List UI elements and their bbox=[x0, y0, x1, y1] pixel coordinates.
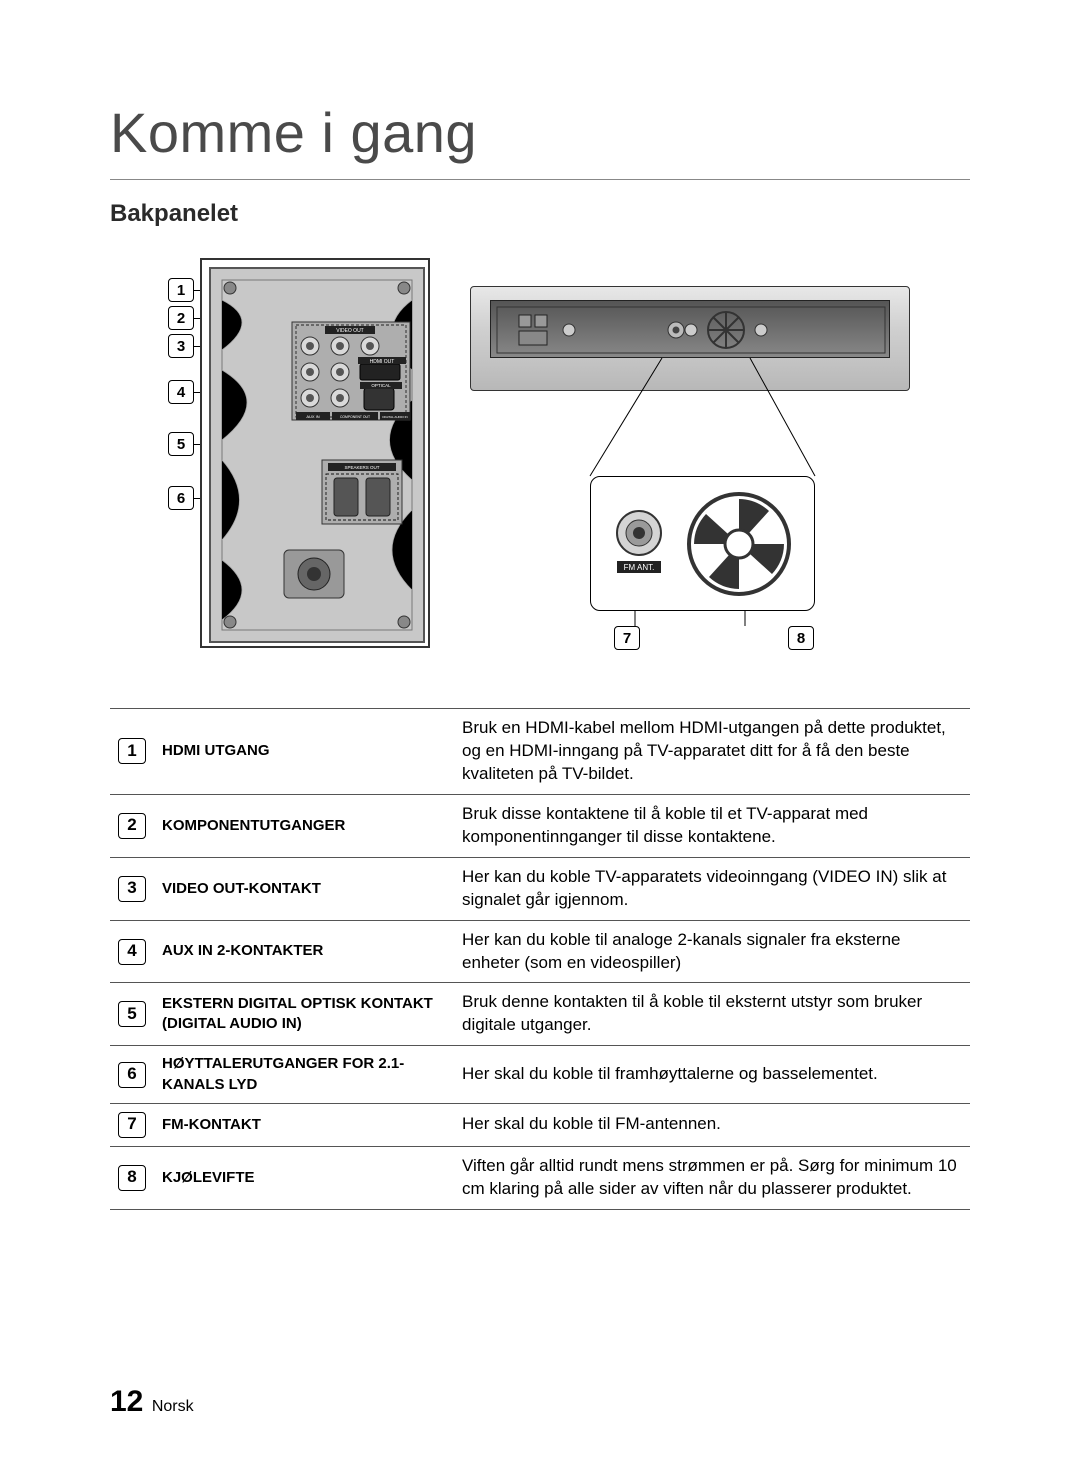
svg-text:FM ANT.: FM ANT. bbox=[624, 563, 655, 572]
device-overview: FM ANT. 7 8 bbox=[470, 258, 910, 658]
row-description: Her kan du koble til analoge 2-kanals si… bbox=[454, 920, 970, 983]
row-description: Bruk en HDMI-kabel mellom HDMI-utgangen … bbox=[454, 709, 970, 795]
row-number-cell: 8 bbox=[110, 1146, 154, 1209]
row-description: Her kan du koble TV-apparatets videoinng… bbox=[454, 857, 970, 920]
table-row: 5 EKSTERN DIGITAL OPTISK KONTAKT (DIGITAL… bbox=[110, 983, 970, 1046]
svg-text:DIGITAL AUDIO IN: DIGITAL AUDIO IN bbox=[382, 415, 407, 419]
table-row: 3 VIDEO OUT-KONTAKTHer kan du koble TV-ap… bbox=[110, 857, 970, 920]
row-number-badge: 8 bbox=[118, 1165, 146, 1191]
row-number-cell: 7 bbox=[110, 1103, 154, 1146]
row-name: VIDEO OUT-KONTAKT bbox=[154, 857, 454, 920]
row-number-badge: 7 bbox=[118, 1112, 146, 1138]
fan-detail-box: FM ANT. bbox=[590, 476, 815, 611]
callout-6: 6 bbox=[168, 486, 194, 510]
callout-7: 7 bbox=[614, 626, 640, 650]
row-number-cell: 5 bbox=[110, 983, 154, 1046]
callout-1: 1 bbox=[168, 278, 194, 302]
table-row: 8 KJØLEVIFTEViften går alltid rundt mens … bbox=[110, 1146, 970, 1209]
row-name: KJØLEVIFTE bbox=[154, 1146, 454, 1209]
page-number: 12 bbox=[110, 1385, 143, 1418]
table-row: 4 AUX IN 2-KONTAKTERHer kan du koble til … bbox=[110, 920, 970, 983]
row-description: Bruk denne kontakten til å koble til eks… bbox=[454, 983, 970, 1046]
fan-icon bbox=[684, 489, 794, 599]
row-number-cell: 6 bbox=[110, 1046, 154, 1104]
svg-text:VIDEO OUT: VIDEO OUT bbox=[336, 328, 364, 334]
rear-panel-illustration: VIDEO OUT HDMI OUT bbox=[200, 258, 430, 648]
fm-jack-icon: FM ANT. bbox=[611, 501, 667, 581]
row-description: Viften går alltid rundt mens strømmen er… bbox=[454, 1146, 970, 1209]
svg-text:COMPONENT OUT: COMPONENT OUT bbox=[340, 415, 370, 419]
section-heading: Bakpanelet bbox=[110, 200, 970, 228]
row-name: EKSTERN DIGITAL OPTISK KONTAKT (DIGITAL … bbox=[154, 983, 454, 1046]
title-divider bbox=[110, 179, 970, 180]
row-description: Her skal du koble til framhøyttalerne og… bbox=[454, 1046, 970, 1104]
row-number-cell: 3 bbox=[110, 857, 154, 920]
row-number-badge: 1 bbox=[118, 738, 146, 764]
device-rear-slot bbox=[490, 300, 890, 358]
svg-text:HDMI OUT: HDMI OUT bbox=[370, 359, 395, 365]
row-name: HØYTTALERUTGANGER FOR 2.1-KANALS LYD bbox=[154, 1046, 454, 1104]
callout-2: 2 bbox=[168, 306, 194, 330]
page-language: Norsk bbox=[152, 1398, 194, 1415]
row-number-badge: 5 bbox=[118, 1001, 146, 1027]
table-row: 1 HDMI UTGANGBruk en HDMI-kabel mellom HD… bbox=[110, 709, 970, 795]
table-row: 6 HØYTTALERUTGANGER FOR 2.1-KANALS LYDHer… bbox=[110, 1046, 970, 1104]
row-number-cell: 2 bbox=[110, 794, 154, 857]
row-number-cell: 4 bbox=[110, 920, 154, 983]
row-name: HDMI UTGANG bbox=[154, 709, 454, 795]
page-title: Komme i gang bbox=[110, 100, 970, 165]
svg-text:OPTICAL: OPTICAL bbox=[371, 383, 391, 388]
svg-text:SPEAKERS OUT: SPEAKERS OUT bbox=[344, 465, 379, 470]
svg-text:AUX IN: AUX IN bbox=[306, 414, 319, 419]
row-name: KOMPONENTUTGANGER bbox=[154, 794, 454, 857]
callout-3: 3 bbox=[168, 334, 194, 358]
row-number-badge: 3 bbox=[118, 876, 146, 902]
connector-table: 1 HDMI UTGANGBruk en HDMI-kabel mellom HD… bbox=[110, 708, 970, 1210]
diagram-area: 1 2 3 4 5 6 bbox=[110, 258, 970, 658]
row-description: Her skal du koble til FM-antennen. bbox=[454, 1103, 970, 1146]
callout-5: 5 bbox=[168, 432, 194, 456]
table-row: 2 KOMPONENTUTGANGERBruk disse kontaktene … bbox=[110, 794, 970, 857]
row-description: Bruk disse kontaktene til å koble til et… bbox=[454, 794, 970, 857]
row-name: FM-KONTAKT bbox=[154, 1103, 454, 1146]
row-number-cell: 1 bbox=[110, 709, 154, 795]
table-row: 7 FM-KONTAKTHer skal du koble til FM-ante… bbox=[110, 1103, 970, 1146]
page-footer: 12 Norsk bbox=[110, 1385, 194, 1419]
rear-panel-closeup: 1 2 3 4 5 6 bbox=[140, 258, 440, 658]
callout-4: 4 bbox=[168, 380, 194, 404]
row-number-badge: 6 bbox=[118, 1062, 146, 1088]
row-number-badge: 4 bbox=[118, 939, 146, 965]
callout-8: 8 bbox=[788, 626, 814, 650]
row-number-badge: 2 bbox=[118, 813, 146, 839]
row-name: AUX IN 2-KONTAKTER bbox=[154, 920, 454, 983]
